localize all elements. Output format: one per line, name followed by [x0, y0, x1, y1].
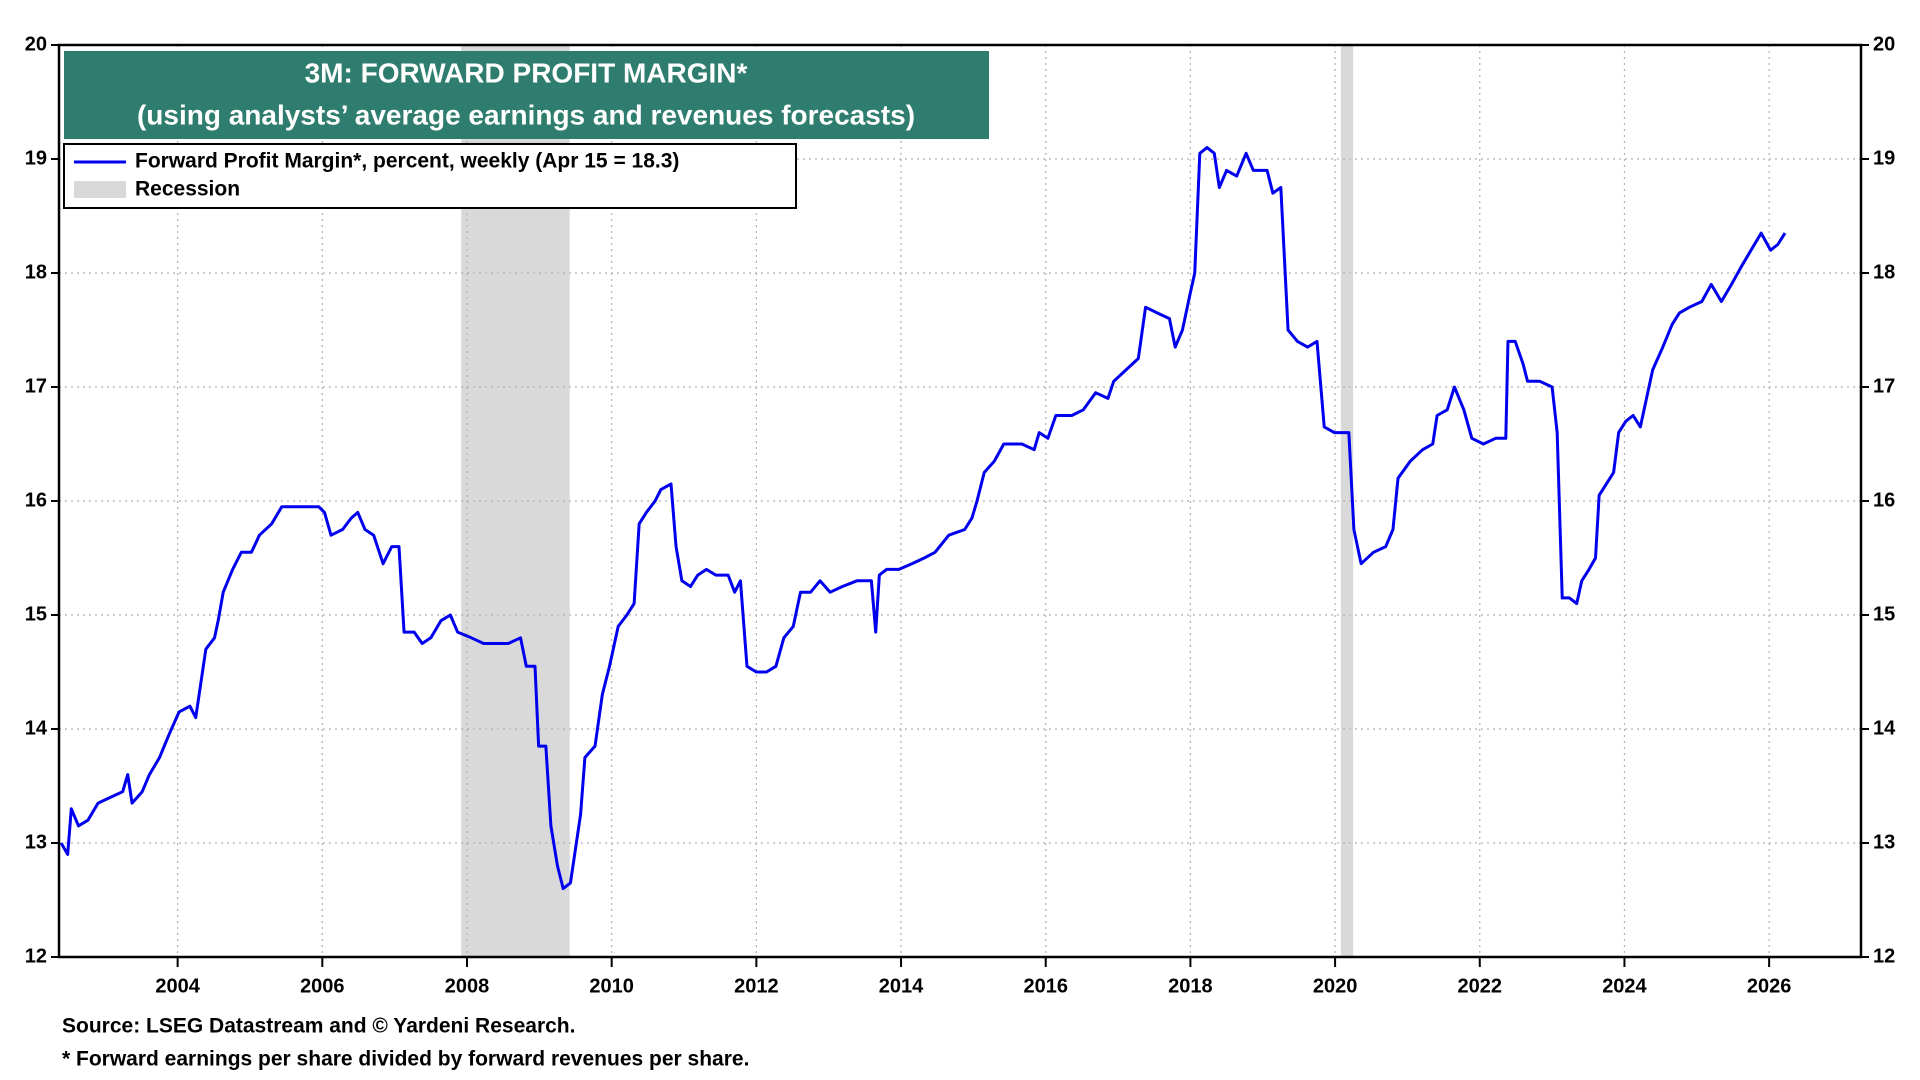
- mark-layer: [59, 146, 1787, 891]
- y2-tick-label: 20: [1873, 33, 1895, 55]
- x-tick-label: 2024: [1602, 975, 1647, 997]
- x-tick-label: 2026: [1747, 975, 1792, 997]
- x-tick-label: 2010: [589, 975, 634, 997]
- y-tick-label: 17: [25, 375, 47, 397]
- y2-tick-label: 16: [1873, 489, 1895, 511]
- x-tick-label: 2012: [734, 975, 779, 997]
- y2-tick-label: 14: [1873, 717, 1896, 739]
- legend-label: Recession: [135, 178, 240, 201]
- y2-tick-label: 12: [1873, 945, 1895, 967]
- source-note: Source: LSEG Datastream and © Yardeni Re…: [62, 1015, 575, 1038]
- chart-subtitle: (using analysts’ average earnings and re…: [137, 99, 915, 130]
- y2-tick-label: 13: [1873, 831, 1895, 853]
- y-tick-label: 13: [25, 831, 47, 853]
- y-tick-label: 20: [25, 33, 47, 55]
- x-tick-label: 2008: [445, 975, 490, 997]
- legend-label: Forward Profit Margin*, percent, weekly …: [135, 150, 679, 173]
- x-tick-label: 2020: [1313, 975, 1358, 997]
- y-tick-label: 18: [25, 261, 47, 283]
- footnote: * Forward earnings per share divided by …: [62, 1048, 749, 1071]
- x-tick-label: 2022: [1458, 975, 1503, 997]
- y2-tick-label: 18: [1873, 261, 1895, 283]
- y2-tick-label: 17: [1873, 375, 1895, 397]
- y-tick-label: 16: [25, 489, 47, 511]
- data-line: [59, 146, 1787, 891]
- y-tick-label: 12: [25, 945, 47, 967]
- x-tick-label: 2018: [1168, 975, 1213, 997]
- plot-frame: [57, 43, 1863, 959]
- chart-title: 3M: FORWARD PROFIT MARGIN*: [305, 57, 748, 88]
- title-box: [64, 51, 989, 139]
- x-tick-label: 2016: [1023, 975, 1068, 997]
- y2-tick-label: 15: [1873, 603, 1895, 625]
- x-tick-label: 2014: [879, 975, 924, 997]
- legend-box: [63, 143, 797, 209]
- y-tick-label: 19: [25, 147, 47, 169]
- y-tick-label: 15: [25, 603, 47, 625]
- x-tick-label: 2004: [155, 975, 200, 997]
- x-tick-label: 2006: [300, 975, 345, 997]
- legend-swatch: [74, 181, 126, 198]
- y-tick-label: 14: [25, 717, 48, 739]
- y2-tick-label: 19: [1873, 147, 1895, 169]
